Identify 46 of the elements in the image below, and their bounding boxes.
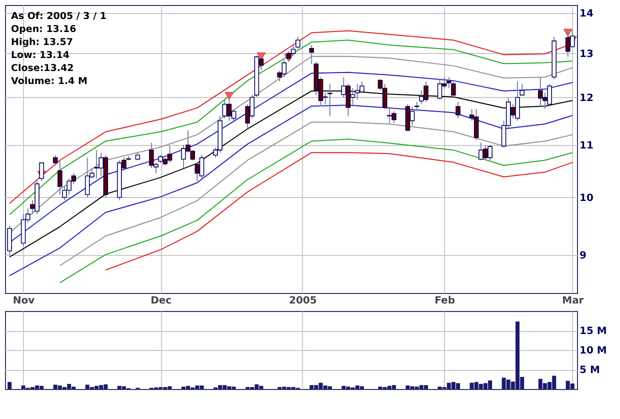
candlestick <box>199 154 204 179</box>
annotation: High: 13.57 <box>11 37 73 48</box>
x-tick-label: Mar <box>562 296 584 306</box>
y-tick-label: 9 <box>580 250 586 262</box>
y-tick-label: 10 M <box>580 346 607 356</box>
line-series <box>105 152 573 270</box>
candlestick <box>405 104 410 132</box>
bar <box>342 386 346 389</box>
candlestick <box>7 224 12 256</box>
y-tick-label: 14 <box>580 8 594 20</box>
point <box>224 92 234 100</box>
bar <box>328 386 332 389</box>
candlestick <box>39 162 44 182</box>
candlestick <box>231 108 236 122</box>
y-tick-label: 11 <box>580 140 594 152</box>
bar <box>424 385 428 389</box>
bar <box>310 385 314 389</box>
candlestick <box>538 76 543 108</box>
annotation: Open: 13.16 <box>11 24 77 35</box>
x-tick-label: Feb <box>434 296 455 306</box>
candlestick <box>327 83 332 116</box>
x-tick-label: Nov <box>12 296 36 306</box>
y-tick-label: 10 <box>580 192 594 204</box>
line-series <box>59 138 573 284</box>
annotation: Close:13.42 <box>11 63 74 74</box>
bar <box>392 385 396 389</box>
candlestick <box>437 78 442 100</box>
annotation: Low: 13.14 <box>11 50 70 61</box>
bar <box>570 384 574 389</box>
candlestick <box>474 108 479 141</box>
candlestick <box>382 83 388 110</box>
y-tick-label: 12 <box>580 92 594 104</box>
bar <box>8 382 12 389</box>
candlestick <box>456 101 460 119</box>
candlestick <box>167 144 172 164</box>
annotation: As Of: 2005 / 3 / 1 <box>11 11 106 22</box>
x-tick-label: Dec <box>150 296 172 306</box>
candlestick <box>309 44 314 65</box>
candlestick <box>478 142 484 161</box>
x-tick-label: 2005 <box>289 296 317 306</box>
annotation: Volume: 1.4 M <box>11 76 88 87</box>
y-tick-label: 15 M <box>580 326 607 337</box>
y-tick-label: 5 M <box>580 365 600 376</box>
bar <box>360 386 364 389</box>
line-series <box>59 122 573 266</box>
y-tick-label: 13 <box>580 48 594 60</box>
